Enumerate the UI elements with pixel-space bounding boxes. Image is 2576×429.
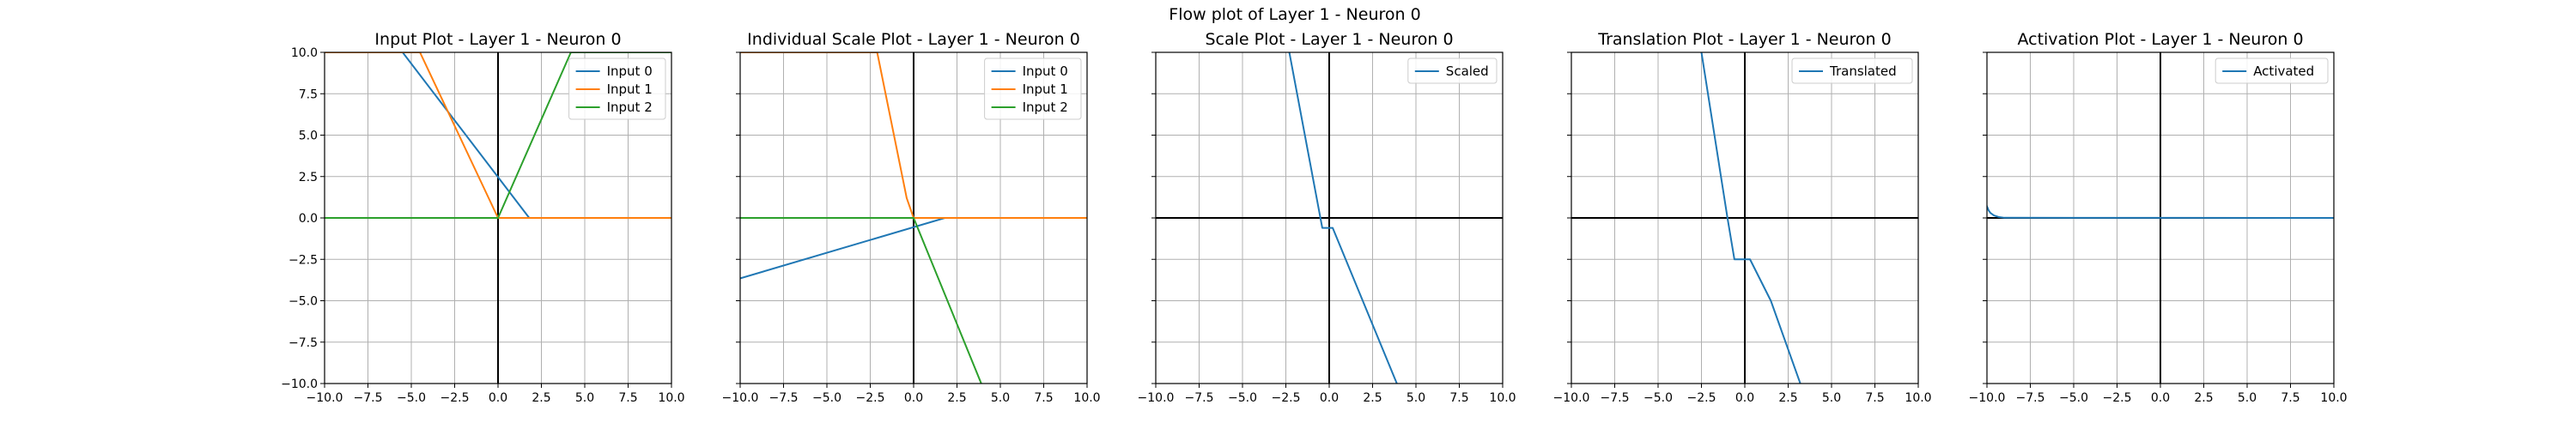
x-tick-label: 10.0 [658,391,684,405]
legend-box [1407,57,1498,84]
x-tick-label: −5.0 [2059,391,2088,405]
x-tick-label: 2.5 [2194,391,2213,405]
legend: Activated [2215,57,2329,84]
x-tick-label: −10.0 [307,391,343,405]
x-tick-label: 7.5 [1449,391,1468,405]
x-tick-label: 2.5 [532,391,550,405]
x-tick-label: 2.5 [947,391,966,405]
x-tick-label: 0.0 [1320,391,1339,405]
series-group [1288,52,1398,384]
x-tick-label: −5.0 [812,391,841,405]
x-tick-label: −7.5 [2016,391,2045,405]
subplot-1: −10.0 −7.5 −5.0 −2.5 0.0 2.5 5.0 7.5 10.0 −10.0 −7… [281,30,684,405]
y-tick-label: −2.5 [289,253,318,267]
x-tick-label: −7.5 [769,391,799,405]
y-tick-label: 2.5 [299,171,318,184]
legend-label: Input 0 [607,63,653,79]
x-tick-label: 5.0 [1822,391,1841,405]
legend-label: Input 2 [607,100,653,115]
legend-label: Input 1 [1023,82,1068,97]
subplot-title: Activation Plot - Layer 1 - Neuron 0 [2017,30,2303,49]
x-tick-label: 5.0 [1406,391,1425,405]
x-tick-label: 10.0 [2320,391,2347,405]
x-tick-label: 0.0 [904,391,923,405]
x-tick-label: −5.0 [1643,391,1673,405]
x-tick-label: 7.5 [1034,391,1053,405]
x-tick-label: 10.0 [1073,391,1100,405]
y-tick-label: 7.5 [299,88,318,101]
series-line-input-2 [740,217,982,384]
x-tick-label: −2.5 [440,391,470,405]
x-tick-label: −2.5 [1687,391,1716,405]
x-tick-label: −10.0 [1138,391,1175,405]
series-group [1700,52,1801,384]
legend: Translated [1791,57,1913,84]
y-tick-label: −10.0 [281,378,318,391]
x-tick-label: −2.5 [1272,391,1301,405]
legend: Input 0 Input 1 Input 2 [984,57,1082,120]
y-tick-label: 0.0 [299,212,318,226]
series-group [1987,205,2334,220]
subplot-title: Individual Scale Plot - Layer 1 - Neuron… [747,30,1080,49]
legend-box [2215,57,2329,84]
subplot-title: Scale Plot - Layer 1 - Neuron 0 [1205,30,1453,49]
legend-box [984,57,1082,120]
x-tick-label: −10.0 [1553,391,1590,405]
legend-label: Scaled [1446,63,1489,79]
subplot-title: Input Plot - Layer 1 - Neuron 0 [374,30,621,49]
legend-label: Activated [2253,63,2314,79]
x-tick-label: −10.0 [1969,391,2006,405]
subplot-5: −10.0 −7.5 −5.0 −2.5 0.0 2.5 5.0 7.5 10.0 Activat… [1969,30,2348,405]
x-tick-label: 5.0 [991,391,1010,405]
series-line-activated [1987,205,2334,220]
series-line-input-1 [325,52,671,219]
x-tick-label: −2.5 [856,391,885,405]
x-tick-label: −2.5 [2103,391,2132,405]
x-tick-label: 10.0 [1905,391,1931,405]
x-tick-label: −7.5 [1185,391,1214,405]
x-tick-label: 10.0 [1489,391,1516,405]
legend-label: Input 0 [1023,63,1068,79]
x-tick-label: 0.0 [2151,391,2170,405]
series-group [740,52,1087,384]
subplot-3: −10.0 −7.5 −5.0 −2.5 0.0 2.5 5.0 7.5 10.0 Scale P… [1138,30,1516,405]
x-tick-label: 7.5 [1865,391,1884,405]
x-tick-label: 7.5 [2281,391,2300,405]
legend: Scaled [1407,57,1498,84]
x-tick-label: 0.0 [1735,391,1754,405]
series-group [325,52,671,219]
figure-suptitle: Flow plot of Layer 1 - Neuron 0 [1169,5,1420,24]
x-tick-label: −7.5 [354,391,383,405]
x-tick-label: 0.0 [489,391,507,405]
series-line-input-2 [325,52,671,219]
x-tick-label: −10.0 [722,391,759,405]
x-tick-label: 7.5 [618,391,637,405]
x-tick-label: 2.5 [1778,391,1797,405]
legend-box [1791,57,1913,84]
subplot-title: Translation Plot - Layer 1 - Neuron 0 [1597,30,1891,49]
series-line-input-1 [740,52,1087,219]
legend-label: Translated [1829,63,1897,79]
x-tick-label: 5.0 [575,391,594,405]
x-tick-label: −5.0 [397,391,426,405]
legend-box [568,57,666,120]
subplot-2: −10.0 −7.5 −5.0 −2.5 0.0 2.5 5.0 7.5 10.0 Individ… [722,30,1101,405]
subplot-panels: −10.0 −7.5 −5.0 −2.5 0.0 2.5 5.0 7.5 10.0 −10.0 −7… [281,30,2347,405]
x-tick-label: −5.0 [1228,391,1257,405]
series-line-scaled [1288,52,1398,384]
y-tick-label: −5.0 [289,295,318,309]
legend-label: Input 2 [1023,100,1068,115]
y-tick-label: −7.5 [289,336,318,350]
x-tick-label: 5.0 [2238,391,2257,405]
series-line-translated [1700,52,1801,384]
legend-label: Input 1 [607,82,653,97]
y-tick-label: 5.0 [299,130,318,143]
subplot-4: −10.0 −7.5 −5.0 −2.5 0.0 2.5 5.0 7.5 10.0 Transla… [1553,30,1932,405]
x-tick-label: −7.5 [1601,391,1630,405]
legend: Input 0 Input 1 Input 2 [568,57,666,120]
y-tick-label: 10.0 [291,46,318,60]
x-tick-label: 2.5 [1363,391,1382,405]
